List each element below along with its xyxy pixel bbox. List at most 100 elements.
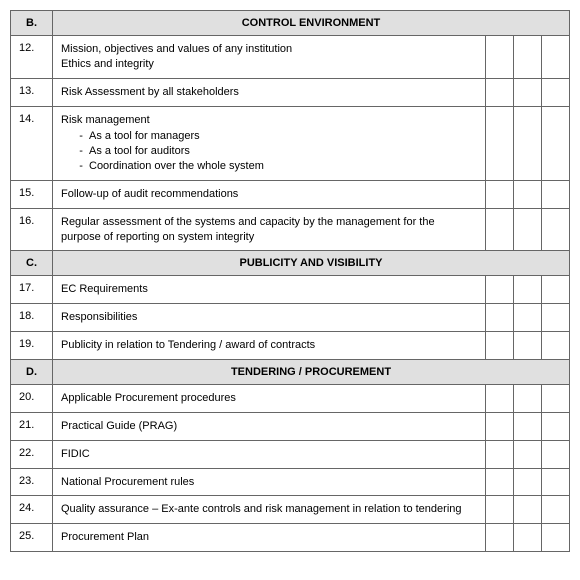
row-description: Practical Guide (PRAG): [53, 412, 486, 440]
row-description: Applicable Procurement procedures: [53, 384, 486, 412]
row-description: Risk Assessment by all stakeholders: [53, 78, 486, 106]
table-row: 14.Risk managementAs a tool for managers…: [11, 106, 570, 180]
row-line: Follow-up of audit recommendations: [61, 187, 477, 202]
table-row: 17. EC Requirements: [11, 276, 570, 304]
row-line: Practical Guide (PRAG): [61, 419, 477, 434]
check-cell: [541, 440, 569, 468]
table-row: 21. Practical Guide (PRAG): [11, 412, 570, 440]
row-bullet: As a tool for managers: [89, 129, 477, 144]
row-line: FIDIC: [61, 447, 477, 462]
check-cell: [485, 332, 513, 360]
row-description: EC Requirements: [53, 276, 486, 304]
section-header: C.PUBLICITY AND VISIBILITY: [11, 251, 570, 276]
check-cell: [485, 180, 513, 208]
row-line: Quality assurance – Ex-ante controls and…: [61, 502, 477, 517]
section-header: B.CONTROL ENVIRONMENT: [11, 11, 570, 36]
section-letter: B.: [11, 11, 53, 36]
check-cell: [485, 78, 513, 106]
table-row: 12.Mission, objectives and values of any…: [11, 36, 570, 79]
row-number: 17.: [11, 276, 53, 304]
table-row: 16. Regular assessment of the systems and…: [11, 208, 570, 251]
section-title: PUBLICITY AND VISIBILITY: [53, 251, 570, 276]
row-description: Follow-up of audit recommendations: [53, 180, 486, 208]
row-description: Risk managementAs a tool for managersAs …: [53, 106, 486, 180]
check-cell: [541, 276, 569, 304]
audit-table: B.CONTROL ENVIRONMENT12.Mission, objecti…: [10, 10, 570, 552]
check-cell: [485, 276, 513, 304]
check-cell: [513, 78, 541, 106]
row-line: Regular assessment of the systems and ca…: [61, 215, 477, 245]
check-cell: [485, 304, 513, 332]
row-description: Mission, objectives and values of any in…: [53, 36, 486, 79]
check-cell: [541, 468, 569, 496]
table-row: 19.Publicity in relation to Tendering / …: [11, 332, 570, 360]
row-number: 22.: [11, 440, 53, 468]
row-number: 23.: [11, 468, 53, 496]
row-line: EC Requirements: [61, 282, 477, 297]
row-description: Responsibilities: [53, 304, 486, 332]
row-number: 25.: [11, 524, 53, 552]
check-cell: [513, 276, 541, 304]
check-cell: [541, 412, 569, 440]
table-row: 23.National Procurement rules: [11, 468, 570, 496]
table-row: 20. Applicable Procurement procedures: [11, 384, 570, 412]
row-line: Applicable Procurement procedures: [61, 391, 477, 406]
row-number: 13.: [11, 78, 53, 106]
check-cell: [513, 524, 541, 552]
row-description: FIDIC: [53, 440, 486, 468]
row-number: 16.: [11, 208, 53, 251]
check-cell: [541, 332, 569, 360]
check-cell: [541, 304, 569, 332]
row-number: 24.: [11, 496, 53, 524]
row-number: 18.: [11, 304, 53, 332]
row-line: Risk Assessment by all stakeholders: [61, 85, 477, 100]
check-cell: [541, 384, 569, 412]
row-bullets: As a tool for managersAs a tool for audi…: [61, 129, 477, 174]
section-letter: C.: [11, 251, 53, 276]
check-cell: [541, 106, 569, 180]
row-bullet: As a tool for auditors: [89, 144, 477, 159]
check-cell: [513, 180, 541, 208]
row-line: Risk management: [61, 113, 477, 128]
check-cell: [513, 496, 541, 524]
check-cell: [485, 412, 513, 440]
table-row: 15. Follow-up of audit recommendations: [11, 180, 570, 208]
row-bullet: Coordination over the whole system: [89, 159, 477, 174]
check-cell: [541, 180, 569, 208]
row-line: Ethics and integrity: [61, 57, 477, 72]
check-cell: [513, 384, 541, 412]
table-row: 18. Responsibilities: [11, 304, 570, 332]
row-description: Procurement Plan: [53, 524, 486, 552]
table-row: 24. Quality assurance – Ex-ante controls …: [11, 496, 570, 524]
check-cell: [513, 440, 541, 468]
row-number: 20.: [11, 384, 53, 412]
check-cell: [541, 496, 569, 524]
check-cell: [541, 208, 569, 251]
row-description: National Procurement rules: [53, 468, 486, 496]
section-title: CONTROL ENVIRONMENT: [53, 11, 570, 36]
row-line: Procurement Plan: [61, 530, 477, 545]
row-number: 15.: [11, 180, 53, 208]
table-row: 25. Procurement Plan: [11, 524, 570, 552]
check-cell: [485, 468, 513, 496]
check-cell: [513, 468, 541, 496]
section-header: D.TENDERING / PROCUREMENT: [11, 359, 570, 384]
check-cell: [541, 36, 569, 79]
check-cell: [513, 208, 541, 251]
check-cell: [513, 304, 541, 332]
check-cell: [485, 384, 513, 412]
row-number: 21.: [11, 412, 53, 440]
table-row: 22. FIDIC: [11, 440, 570, 468]
row-number: 14.: [11, 106, 53, 180]
row-description: Quality assurance – Ex-ante controls and…: [53, 496, 486, 524]
check-cell: [485, 440, 513, 468]
check-cell: [541, 524, 569, 552]
row-description: Regular assessment of the systems and ca…: [53, 208, 486, 251]
check-cell: [513, 106, 541, 180]
section-letter: D.: [11, 359, 53, 384]
section-title: TENDERING / PROCUREMENT: [53, 359, 570, 384]
row-line: Responsibilities: [61, 310, 477, 325]
check-cell: [485, 36, 513, 79]
check-cell: [485, 524, 513, 552]
check-cell: [485, 106, 513, 180]
